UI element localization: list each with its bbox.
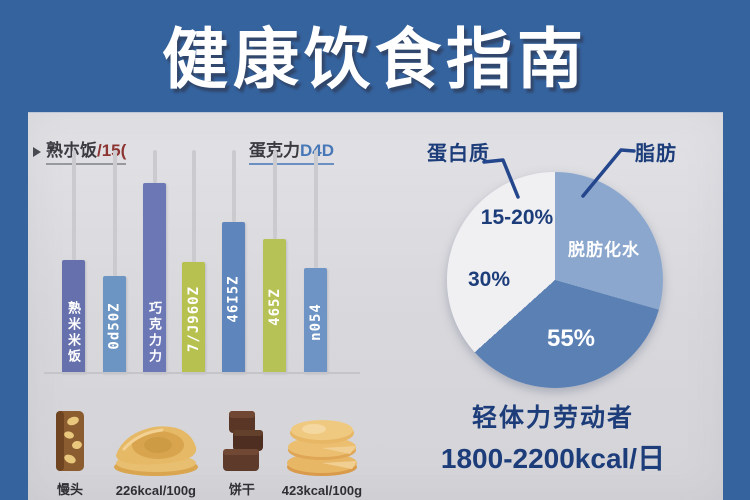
- bar-7: n054: [304, 268, 327, 373]
- bar-label: n054: [307, 302, 324, 341]
- bar-label: 7/J960Z: [185, 285, 202, 352]
- bar-label: 熟米米饭: [66, 301, 81, 365]
- triangle-bullet-icon: [33, 147, 41, 157]
- bar-2: 0d50Z: [103, 276, 126, 373]
- pie-value-15-20: 15-20%: [480, 206, 554, 229]
- pie-slice-label-carb: 脱肪化水: [568, 240, 640, 260]
- pie-chart: [447, 172, 663, 388]
- food-caption: 慢头: [56, 482, 83, 497]
- bar-rice: 熟米米饭: [62, 260, 85, 373]
- worker-type-text: 轻体力劳动者: [471, 404, 634, 432]
- bar-label: 巧克力力: [147, 301, 162, 365]
- food-item-mantou: 慢头: [30, 402, 110, 498]
- bar-stem: [314, 150, 318, 268]
- food-item-flatbread: 226kcal/100g: [110, 402, 202, 498]
- food-caption: 226kcal/100g: [115, 483, 196, 498]
- bar-legend-right: 蛋克力D4D: [249, 136, 335, 165]
- pie-callout-fat: 脂肪: [635, 143, 677, 165]
- calorie-range-text: 1800-2200kcal/日: [440, 443, 666, 474]
- bar-chart-baseline: [44, 372, 360, 374]
- bar-4: 7/J960Z: [182, 262, 205, 373]
- chocolate-icon: [217, 409, 267, 473]
- pie-value-30: 30%: [467, 268, 511, 291]
- legend-left-value: /15(: [97, 141, 127, 160]
- food-caption: 饼干: [228, 482, 255, 497]
- food-row: 慢头 226kcal/100g: [30, 402, 362, 498]
- pancake-stack-icon: [284, 413, 360, 477]
- bar-label: 46I5Z: [225, 274, 242, 323]
- bar-stem: [72, 150, 76, 260]
- food-item-pancakes: 423kcal/100g: [282, 402, 362, 498]
- bar-chocolate: 巧克力力: [143, 183, 166, 373]
- calorie-footer: 轻体力劳动者 1800-2200kcal/日: [407, 398, 699, 477]
- pie-value-55: 55%: [546, 325, 596, 352]
- bar-stem: [192, 150, 196, 262]
- flatbread-icon: [110, 413, 202, 477]
- bar-legend-left: 熟朩饭/15(: [46, 136, 127, 165]
- bar-stem: [232, 150, 236, 222]
- bar-label: 0d50Z: [106, 301, 123, 350]
- bar-6: 465Z: [263, 239, 286, 373]
- bar-stem: [273, 150, 277, 239]
- granola-bar-icon: [53, 409, 87, 473]
- legend-left-text: 熟朩饭: [46, 141, 97, 160]
- pie-callout-protein: 蛋白质: [427, 143, 490, 165]
- food-item-biscuit: 饼干: [202, 402, 282, 498]
- bar-label: 465Z: [266, 288, 283, 326]
- bar-5: 46I5Z: [222, 222, 245, 373]
- page-title: 健康饮食指南: [162, 22, 588, 96]
- bar-stem: [113, 150, 117, 276]
- food-caption: 423kcal/100g: [281, 483, 363, 498]
- bar-stem: [153, 150, 157, 183]
